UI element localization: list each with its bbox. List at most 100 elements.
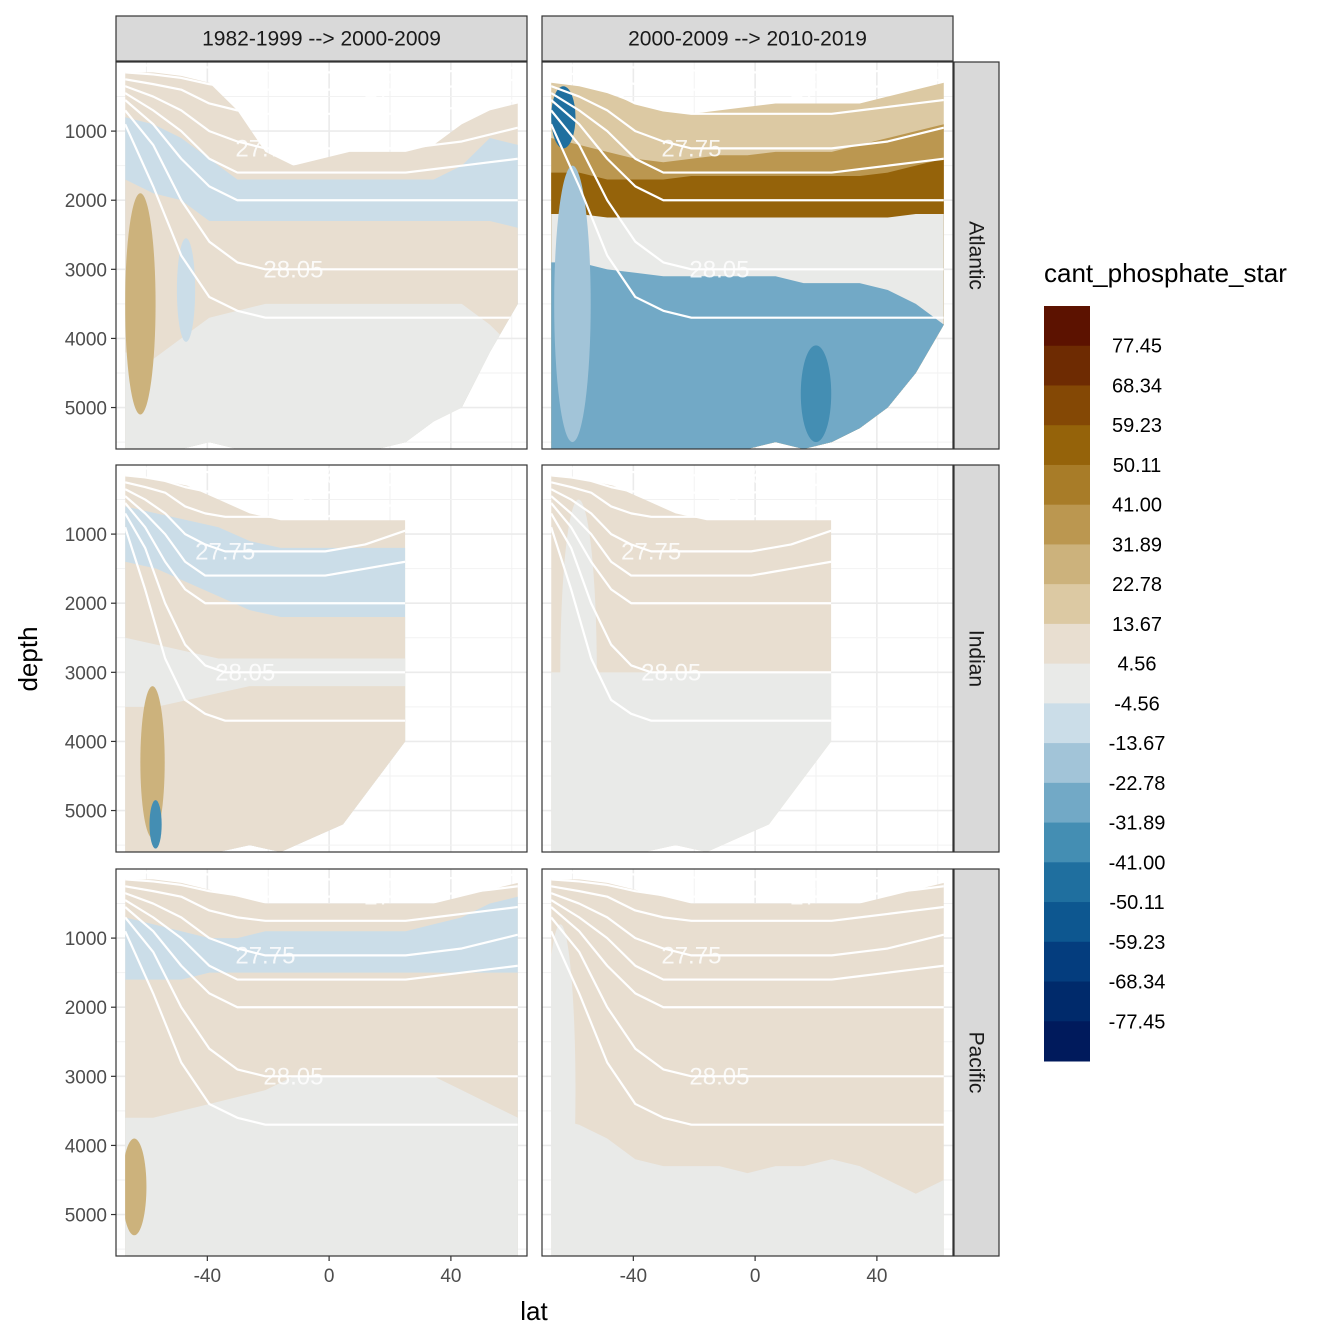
y-tick-label: 2000 (65, 191, 107, 212)
y-tick-label: 4000 (65, 1136, 107, 1157)
value-patch (125, 193, 156, 415)
contour-label: 26 (818, 59, 845, 86)
x-axis-title: lat (520, 1296, 548, 1326)
legend-break-label: 22.78 (1112, 574, 1162, 596)
contour-label: 28.05 (689, 1063, 749, 1090)
panel-field (125, 64, 518, 449)
strip-background (115, 15, 528, 62)
legend-color-step (1044, 584, 1090, 625)
panel-border (115, 61, 528, 450)
isopycnal-line (551, 512, 832, 674)
row-strip-atlantic: Atlantic (953, 61, 1000, 450)
isopycnal-line (125, 109, 518, 271)
contour-label: 27.75 (621, 538, 681, 565)
value-patch (560, 499, 597, 846)
isopycnal-line (551, 930, 944, 1126)
isopycnal-line (125, 85, 518, 150)
panel-field (551, 871, 944, 1256)
isopycnal-line (125, 488, 406, 553)
value-band (125, 1076, 518, 1256)
value-band (551, 672, 832, 852)
column-strip-label: 2000-2009 --> 2010-2019 (628, 28, 867, 51)
isopycnal-line (125, 467, 406, 477)
legend-color-step (1044, 902, 1090, 943)
isopycnal-line (551, 892, 944, 957)
value-patch (551, 924, 576, 1256)
isopycnal-line (125, 512, 406, 674)
panel-field (125, 871, 518, 1256)
y-tick-label: 2000 (65, 594, 107, 615)
isopycnal-line (125, 502, 406, 605)
isopycnal-line (551, 488, 832, 553)
panel-border (541, 464, 954, 853)
y-tick-label: 4000 (65, 732, 107, 753)
x-tick-label: 40 (866, 1266, 887, 1287)
isopycnal-line (551, 467, 832, 477)
x-tick-label: 40 (440, 1266, 461, 1287)
y-tick-label: 3000 (65, 663, 107, 684)
isopycnal-line (125, 64, 518, 74)
contour-label: 26 (818, 866, 845, 893)
contour-label: 27.75 (661, 135, 721, 162)
legend-break-label: 41.00 (1112, 495, 1162, 517)
legend-break-label: -59.23 (1109, 932, 1166, 954)
isopycnal-line (551, 99, 944, 202)
legend-break-label: 4.56 (1118, 654, 1157, 676)
legend-color-step (1044, 1021, 1090, 1062)
value-patch (125, 1138, 147, 1236)
value-band (125, 303, 518, 449)
legend-color-step (1044, 385, 1090, 426)
isopycnal-line (551, 64, 944, 74)
axes: 1000200030004000500010002000300040005000… (65, 122, 888, 1287)
legend-break-label: -13.67 (1109, 733, 1166, 755)
legend-color-step (1044, 782, 1090, 824)
value-patch (140, 686, 165, 839)
isopycnal-line (551, 85, 944, 150)
isopycnal-line (125, 99, 518, 202)
legend-break-label: 31.89 (1112, 534, 1162, 556)
isopycnal-line (125, 92, 518, 174)
legend-color-step (1044, 544, 1090, 585)
isopycnal-line (551, 906, 944, 1009)
strip-background (541, 15, 954, 62)
value-patch (800, 345, 832, 443)
isopycnal-line (125, 899, 518, 981)
value-band (551, 262, 944, 449)
contour-label: 28.05 (215, 659, 275, 686)
isopycnal-line (125, 930, 518, 1126)
isopycnal-line (551, 502, 832, 605)
legend-color-step (1044, 345, 1090, 386)
contour-label: 26 (392, 866, 419, 893)
isopycnals (125, 467, 406, 722)
legend-break-label: 77.45 (1112, 336, 1162, 358)
contour-label: 26 (738, 462, 765, 489)
legend-break-label: 59.23 (1112, 415, 1162, 437)
y-tick-label: 1000 (65, 525, 107, 546)
value-patch (176, 238, 196, 342)
isopycnal-line (551, 916, 944, 1078)
strip-background (953, 464, 1000, 853)
contour-label: 27.75 (235, 135, 295, 162)
legend-color-step (1044, 981, 1090, 1022)
contour-label: 26 (312, 462, 339, 489)
legend-color-step (1044, 504, 1090, 545)
x-tick-label: -40 (194, 1266, 221, 1287)
row-strip-indian: Indian (953, 464, 1000, 853)
strip-background (953, 61, 1000, 450)
panel-border (115, 868, 528, 1257)
isopycnal-line (551, 78, 944, 115)
facet-strips: 1982-1999 --> 2000-2009 2000-2009 --> 201… (115, 15, 1000, 1257)
legend-break-label: -68.34 (1109, 972, 1166, 994)
x-tick-label: 0 (324, 1266, 335, 1287)
y-tick-label: 1000 (65, 929, 107, 950)
value-patch (149, 800, 162, 849)
value-patch (554, 165, 591, 443)
legend-color-step (1044, 703, 1090, 744)
contour-label: 28.05 (689, 256, 749, 283)
isopycnal-line (551, 123, 944, 319)
isopycnal-line (551, 871, 944, 881)
contour-label: 28.05 (263, 256, 323, 283)
